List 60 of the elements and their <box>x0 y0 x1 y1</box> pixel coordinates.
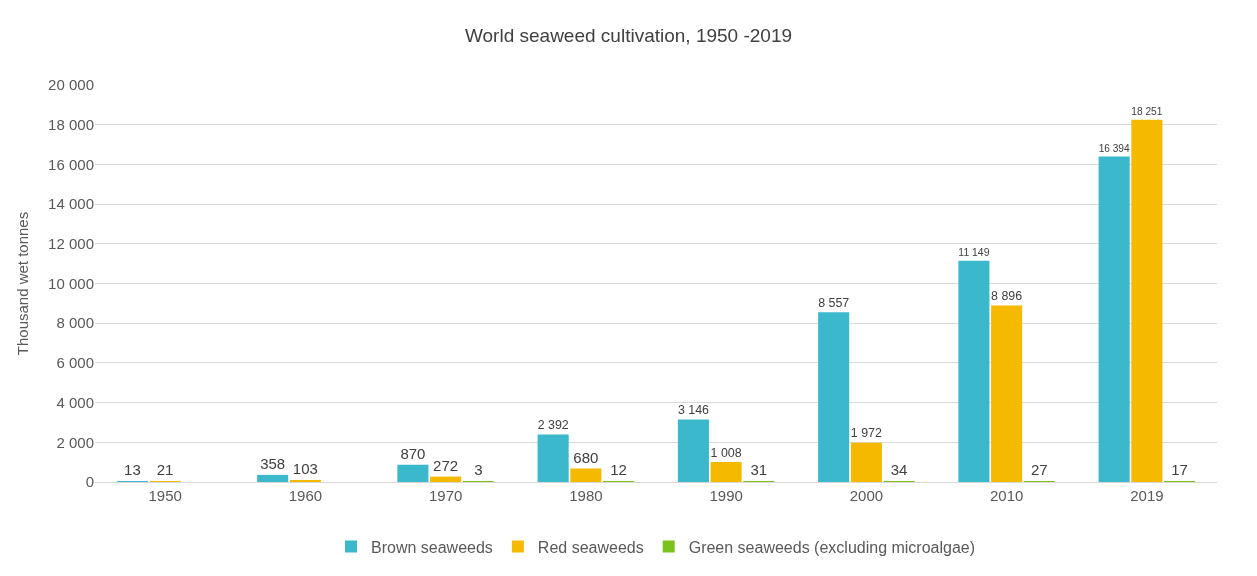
y-tick-label: 2 000 <box>56 433 94 451</box>
bar <box>430 476 462 482</box>
bar <box>1131 119 1163 482</box>
y-tick-label: 20 000 <box>48 76 94 94</box>
y-tick-label: 6 000 <box>56 354 94 372</box>
y-tick-label: 10 000 <box>48 274 94 292</box>
data-label: 358 <box>260 454 286 472</box>
x-tick-label: 1970 <box>428 487 463 504</box>
bar <box>991 305 1023 482</box>
data-label: 870 <box>400 444 426 462</box>
y-tick-label: 16 000 <box>48 155 94 173</box>
y-tick-label: 12 000 <box>48 235 94 253</box>
data-label: 680 <box>573 448 599 466</box>
x-tick-label: 1950 <box>148 487 182 504</box>
data-label: 17 <box>1171 461 1188 478</box>
bar <box>1098 156 1130 482</box>
data-label: 31 <box>750 461 768 478</box>
bar <box>289 479 321 482</box>
chart-title: World seaweed cultivation, 1950 -2019 <box>464 25 793 47</box>
legend-label: Brown seaweeds <box>371 538 493 556</box>
y-tick-label: 14 000 <box>48 195 94 213</box>
data-label: 16 394 <box>1098 142 1131 154</box>
x-tick-label: 1990 <box>709 487 743 504</box>
x-tick-label: 2000 <box>849 487 884 504</box>
y-tick-label: 18 000 <box>48 115 94 133</box>
bar <box>958 260 990 482</box>
data-label: 8 557 <box>818 295 850 310</box>
data-label: 1 972 <box>850 426 882 441</box>
data-label: 2 392 <box>537 418 569 433</box>
x-tick-label: 1980 <box>569 487 603 504</box>
bar <box>677 419 709 482</box>
y-tick-label: 0 <box>85 473 94 491</box>
data-label: 8 896 <box>991 288 1023 303</box>
data-label: 11 149 <box>958 246 990 258</box>
x-tick-label: 2019 <box>1130 487 1164 504</box>
data-label: 1 008 <box>710 445 742 460</box>
bar <box>710 461 742 482</box>
data-label: 272 <box>433 456 459 474</box>
data-label: 34 <box>890 461 908 478</box>
legend-label: Red seaweeds <box>537 538 644 556</box>
data-label: 27 <box>1031 461 1048 478</box>
data-label: 3 146 <box>677 403 710 418</box>
bar <box>537 434 569 482</box>
data-label: 13 <box>124 461 141 478</box>
bar <box>850 442 882 482</box>
data-label: 3 <box>474 461 483 478</box>
bar <box>397 464 429 482</box>
data-label: 18 251 <box>1131 105 1163 117</box>
bar <box>257 474 289 482</box>
bar <box>570 468 602 482</box>
x-tick-label: 1960 <box>288 487 323 504</box>
data-label: 103 <box>292 459 318 477</box>
legend-label: Green seaweeds (excluding microalgae) <box>688 538 976 556</box>
data-label: 12 <box>610 461 627 478</box>
data-label: 21 <box>156 461 174 478</box>
y-axis-title: Thousand wet tonnes <box>14 211 32 356</box>
y-tick-label: 8 000 <box>56 314 94 332</box>
bar <box>818 312 850 482</box>
y-tick-label: 4 000 <box>56 393 94 411</box>
x-tick-label: 2010 <box>989 487 1024 504</box>
